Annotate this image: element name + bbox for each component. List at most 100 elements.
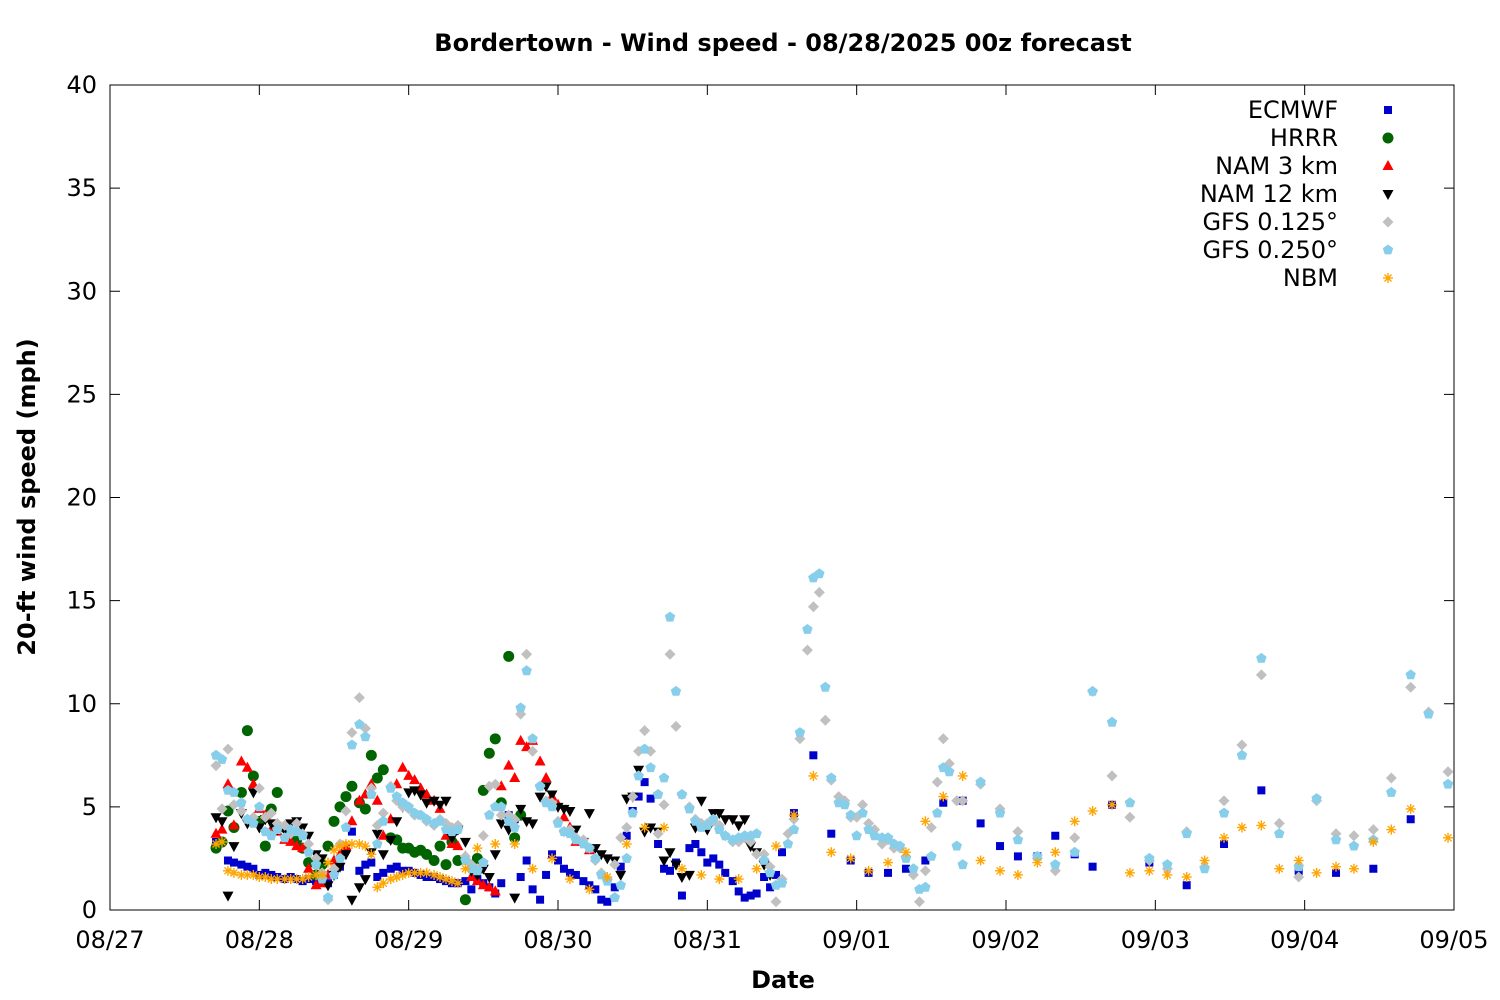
data-point [228, 842, 240, 853]
data-point [247, 778, 259, 789]
x-tick-label: 09/04 [1270, 926, 1339, 954]
legend-label: NBM [1283, 264, 1338, 292]
data-point [1124, 867, 1135, 878]
data-point [1012, 869, 1023, 880]
data-point [1405, 681, 1417, 693]
x-tick-label: 09/05 [1419, 926, 1488, 954]
data-point [495, 780, 507, 791]
data-point [583, 809, 595, 820]
data-point [602, 872, 613, 882]
data-point [346, 739, 358, 750]
data-point [360, 731, 371, 742]
data-point [766, 883, 775, 892]
data-point [254, 801, 265, 812]
data-point [415, 790, 427, 801]
data-point [670, 860, 682, 871]
data-point [633, 770, 644, 781]
data-point [467, 885, 476, 894]
data-point [719, 815, 731, 826]
data-point [434, 800, 446, 811]
data-point [591, 885, 600, 894]
legend-label: HRRR [1270, 124, 1338, 152]
data-point [727, 815, 739, 826]
data-point [584, 842, 595, 853]
data-point [353, 794, 365, 805]
data-point [347, 827, 356, 836]
data-point [746, 891, 755, 900]
data-point [222, 743, 234, 755]
data-point [728, 877, 737, 886]
data-point [1144, 865, 1155, 876]
data-point [921, 856, 930, 865]
data-point [1311, 867, 1322, 878]
data-point [695, 796, 707, 807]
data-point [377, 850, 389, 861]
data-point [403, 867, 414, 878]
data-point [328, 815, 340, 827]
data-point [534, 792, 546, 803]
data-point [739, 815, 751, 826]
data-point [1367, 824, 1379, 836]
data-point [845, 853, 856, 864]
y-tick-label: 0 [82, 896, 97, 924]
data-point [285, 835, 297, 846]
data-point [1107, 799, 1118, 810]
data-point [1051, 831, 1060, 840]
data-point [658, 772, 670, 783]
data-point [372, 838, 383, 849]
data-point [421, 867, 432, 878]
data-point [1199, 863, 1210, 874]
data-point [584, 884, 595, 895]
data-point [621, 822, 633, 833]
data-point [377, 764, 389, 776]
data-point [670, 685, 682, 696]
data-point [210, 827, 222, 838]
data-point [660, 864, 669, 873]
data-point [489, 885, 501, 896]
plot-area-border [109, 84, 1455, 911]
data-point [322, 881, 334, 892]
data-point [334, 852, 346, 863]
legend-label: NAM 3 km [1215, 152, 1338, 180]
data-point [760, 873, 769, 881]
data-point [527, 745, 539, 757]
data-point [801, 644, 813, 656]
data-point [346, 780, 358, 792]
data-point [597, 895, 606, 904]
data-point [483, 873, 495, 883]
data-point [229, 858, 238, 867]
data-point [564, 828, 576, 839]
data-point [1274, 863, 1285, 874]
data-point [654, 840, 663, 848]
data-point [646, 794, 655, 803]
legend-marker [1382, 190, 1394, 200]
data-point [496, 801, 507, 812]
data-point [527, 819, 539, 830]
data-point [434, 840, 446, 852]
data-point [484, 809, 495, 820]
data-point [565, 868, 574, 877]
data-point [664, 648, 676, 660]
data-point [235, 805, 247, 817]
data-point [813, 586, 825, 598]
data-point [223, 856, 232, 865]
data-point [1162, 859, 1173, 870]
data-point [845, 809, 856, 820]
data-point [826, 847, 837, 858]
data-point [489, 733, 501, 745]
data-point [1442, 778, 1454, 789]
data-point [1069, 816, 1080, 827]
data-point [664, 848, 676, 859]
data-point [951, 840, 962, 851]
y-tick-label: 15 [66, 587, 97, 615]
data-point [303, 872, 314, 882]
data-point [459, 837, 471, 848]
data-point [365, 749, 377, 761]
data-point [265, 807, 277, 819]
data-point [1331, 861, 1342, 872]
data-point [534, 755, 546, 766]
data-point [1087, 806, 1098, 816]
data-point [715, 860, 724, 869]
data-point [236, 797, 247, 808]
